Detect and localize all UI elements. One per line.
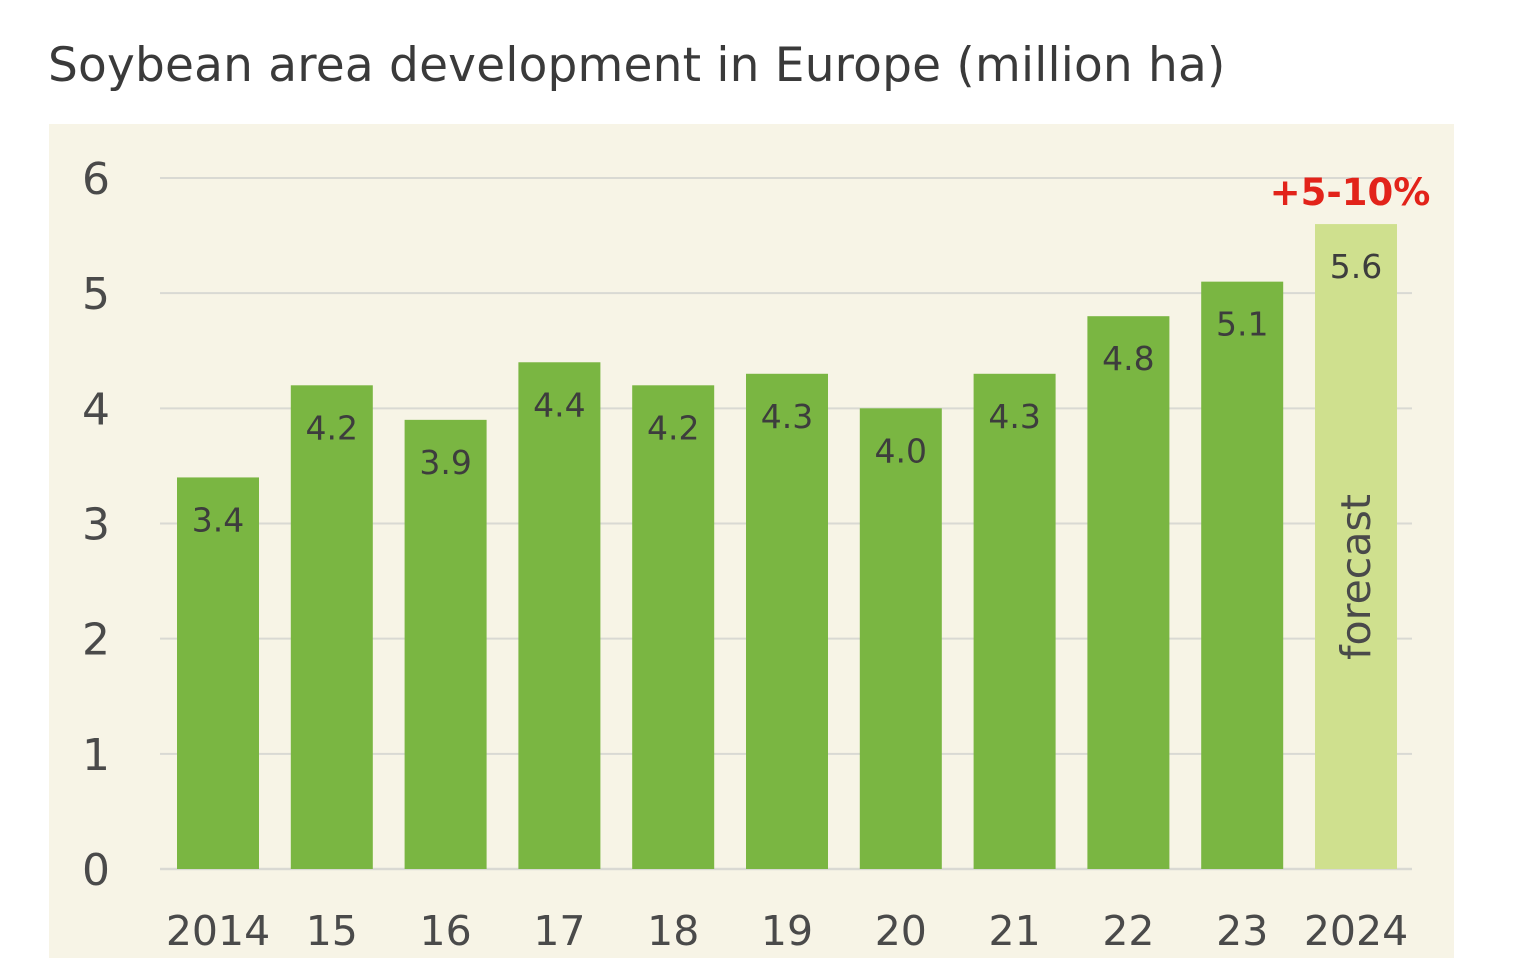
data-label-22: 4.8 bbox=[1102, 339, 1154, 378]
data-label-19: 4.3 bbox=[761, 397, 813, 436]
x-tick-label-17: 17 bbox=[533, 907, 585, 955]
bar-2014 bbox=[177, 477, 259, 869]
y-tick-label: 0 bbox=[82, 845, 110, 896]
data-label-16: 3.9 bbox=[419, 443, 471, 482]
data-label-2024: 5.6 bbox=[1330, 247, 1382, 286]
data-label-2014: 3.4 bbox=[192, 500, 244, 539]
data-label-23: 5.1 bbox=[1216, 305, 1268, 344]
data-label-21: 4.3 bbox=[988, 397, 1040, 436]
bar-21 bbox=[973, 373, 1056, 869]
y-tick-label: 2 bbox=[82, 615, 110, 666]
forecast-change-note: +5-10% bbox=[1270, 171, 1431, 214]
x-tick-label-15: 15 bbox=[306, 907, 358, 955]
x-tick-label-21: 21 bbox=[989, 907, 1041, 955]
data-label-20: 4.0 bbox=[875, 431, 927, 470]
data-label-15: 4.2 bbox=[306, 408, 358, 447]
bar-2024 bbox=[1315, 224, 1397, 870]
data-label-18: 4.2 bbox=[647, 408, 699, 447]
forecast-label: forecast bbox=[1332, 494, 1380, 660]
x-tick-label-2014: 2014 bbox=[166, 907, 270, 955]
bar-23 bbox=[1201, 281, 1284, 869]
bar-20 bbox=[859, 408, 942, 869]
x-tick-label-22: 22 bbox=[1102, 907, 1154, 955]
y-tick-label: 1 bbox=[82, 730, 110, 781]
x-tick-label-23: 23 bbox=[1216, 907, 1268, 955]
data-label-17: 4.4 bbox=[533, 385, 585, 424]
y-tick-label: 3 bbox=[82, 500, 110, 551]
bar-16 bbox=[404, 419, 487, 869]
bar-19 bbox=[746, 373, 828, 869]
y-tick-label: 4 bbox=[82, 384, 110, 435]
y-tick-label: 6 bbox=[82, 154, 110, 205]
x-tick-label-20: 20 bbox=[875, 907, 927, 955]
bar-17 bbox=[518, 362, 601, 869]
bar-18 bbox=[632, 385, 715, 869]
x-tick-label-2024: 2024 bbox=[1304, 907, 1408, 955]
y-tick-label: 5 bbox=[82, 269, 110, 320]
chart-title: Soybean area development in Europe (mill… bbox=[48, 38, 1226, 93]
bar-15 bbox=[290, 385, 373, 869]
x-tick-label-16: 16 bbox=[420, 907, 472, 955]
x-tick-label-19: 19 bbox=[761, 907, 813, 955]
x-tick-label-18: 18 bbox=[647, 907, 699, 955]
bar-22 bbox=[1087, 316, 1170, 869]
